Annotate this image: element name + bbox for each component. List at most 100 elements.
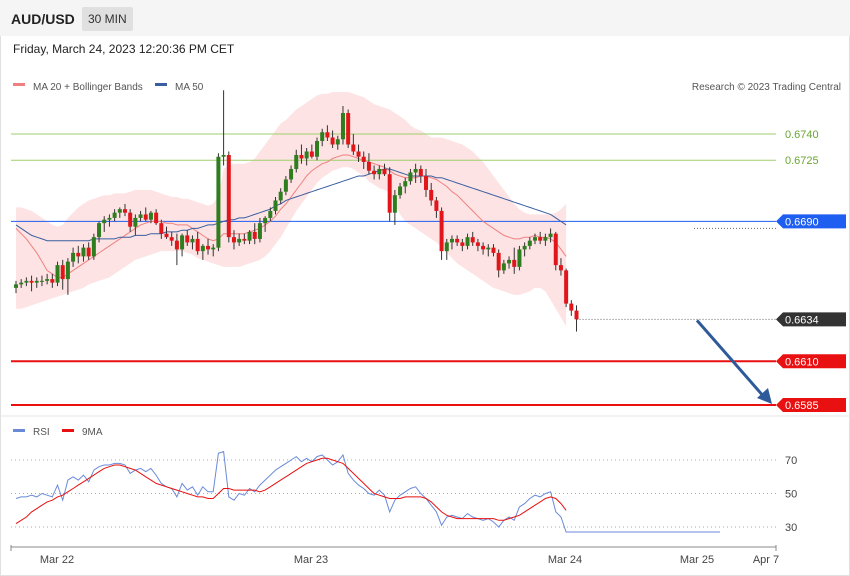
- candle: [507, 256, 512, 269]
- x-tick-label: Mar 23: [294, 554, 328, 566]
- price-levels: [11, 133, 776, 406]
- rsi-tick-label: 70: [785, 455, 797, 467]
- candle-body: [366, 161, 371, 171]
- rsi-legend-swatch: [13, 429, 25, 432]
- candle: [14, 280, 18, 294]
- candle: [252, 223, 257, 245]
- candle: [206, 238, 211, 255]
- candle-body: [543, 237, 548, 241]
- candle-body: [169, 237, 174, 241]
- candle-body: [195, 238, 200, 252]
- candle: [257, 217, 262, 243]
- candle: [481, 242, 486, 255]
- candle-body: [434, 200, 439, 211]
- candle-body: [231, 237, 236, 243]
- candle: [128, 209, 133, 232]
- candle-body: [86, 247, 91, 257]
- x-tick-label: Mar 24: [548, 554, 582, 566]
- candle-body: [273, 200, 278, 211]
- candle: [538, 231, 543, 245]
- candle-body: [211, 247, 216, 250]
- candle: [501, 259, 506, 274]
- candle: [486, 244, 491, 257]
- chart-datetime: Friday, March 24, 2023 12:20:36 PM CET: [13, 42, 235, 56]
- candle-body: [29, 280, 34, 283]
- rsi-tick-label: 30: [785, 522, 797, 534]
- candle: [86, 242, 91, 260]
- candle-body: [55, 265, 60, 283]
- rsi-panel: 70 50 30: [11, 450, 797, 534]
- candle: [226, 151, 231, 243]
- candle: [356, 144, 361, 162]
- candle: [548, 228, 553, 243]
- rsi-tick-label: 50: [785, 489, 797, 501]
- candle-body: [138, 214, 143, 218]
- candle: [512, 247, 517, 274]
- candle: [247, 230, 252, 245]
- candle-body: [180, 235, 185, 250]
- candle: [55, 261, 60, 287]
- candle: [309, 144, 314, 159]
- candle: [470, 231, 475, 246]
- candle-body: [221, 154, 226, 157]
- candle-body: [14, 284, 18, 288]
- candle-body: [71, 252, 76, 262]
- candle-body: [283, 179, 288, 192]
- candle: [107, 214, 112, 227]
- candle: [346, 109, 351, 148]
- candle: [522, 242, 527, 257]
- candle: [65, 258, 70, 295]
- candle-body: [501, 263, 506, 271]
- forecast-arrow: [695, 319, 772, 404]
- candle-body: [574, 310, 579, 320]
- candle-body: [377, 168, 382, 175]
- candle: [372, 165, 377, 180]
- candle: [439, 207, 444, 260]
- timeframe-badge[interactable]: 30 MIN: [82, 7, 133, 31]
- candle: [382, 163, 387, 176]
- candle: [71, 247, 76, 267]
- candle-body: [107, 217, 112, 220]
- candle-body: [257, 223, 262, 239]
- candle-body: [460, 242, 465, 246]
- candle: [299, 144, 304, 164]
- candle-body: [289, 168, 294, 180]
- candle: [102, 216, 107, 232]
- candle-body: [512, 259, 517, 267]
- candle-body: [252, 231, 257, 239]
- candle-body: [304, 151, 309, 159]
- candle: [164, 226, 169, 239]
- candle-body: [320, 132, 325, 141]
- candle-body: [465, 237, 470, 246]
- candle: [24, 277, 29, 287]
- rsi-ma-line: [15, 457, 567, 525]
- candle-body: [439, 210, 444, 252]
- candle: [361, 151, 366, 169]
- candle-body: [553, 233, 558, 266]
- candle-body: [24, 280, 29, 283]
- candle: [392, 189, 397, 225]
- candle-body: [97, 223, 102, 238]
- support-tag: [776, 354, 846, 369]
- candle: [491, 244, 496, 257]
- candle: [185, 230, 190, 246]
- candle-body: [143, 214, 148, 220]
- candle-body: [315, 140, 320, 157]
- candle-body: [148, 212, 153, 220]
- candle: [387, 167, 392, 222]
- candle-body: [470, 237, 475, 243]
- candle-body: [517, 249, 522, 267]
- candle-body: [133, 217, 138, 227]
- candle-body: [398, 186, 403, 196]
- candle: [403, 177, 408, 194]
- candle: [180, 233, 185, 257]
- candle-body: [19, 282, 24, 285]
- candle: [283, 175, 288, 196]
- candle: [434, 196, 439, 218]
- candle-body: [392, 195, 397, 213]
- candle: [475, 238, 480, 252]
- candle-body: [154, 212, 159, 224]
- candle: [263, 216, 268, 232]
- candle-body: [242, 238, 247, 241]
- ma50-legend-swatch: [155, 83, 167, 86]
